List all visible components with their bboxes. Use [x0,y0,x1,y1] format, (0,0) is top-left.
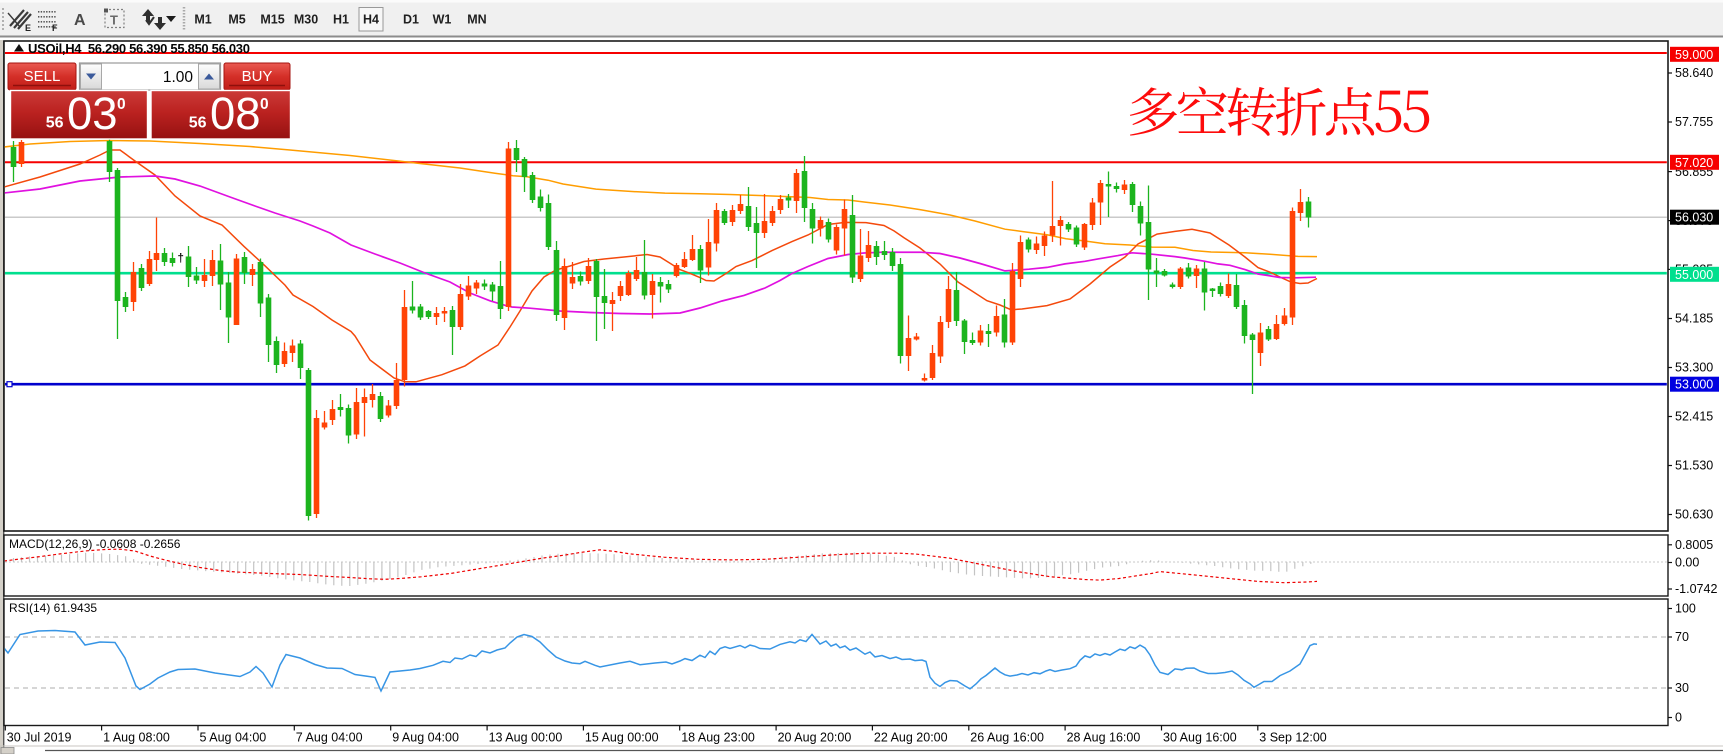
svg-text:RSI(14) 61.9435: RSI(14) 61.9435 [9,601,97,615]
svg-text:0.8005: 0.8005 [1675,538,1713,552]
svg-text:9 Aug 04:00: 9 Aug 04:00 [392,731,459,745]
svg-text:MN: MN [467,13,486,27]
svg-text:M5: M5 [228,13,245,27]
svg-text:-1.0742: -1.0742 [1675,582,1717,596]
svg-text:3 Sep 12:00: 3 Sep 12:00 [1259,731,1326,745]
svg-text:15 Aug 00:00: 15 Aug 00:00 [585,731,659,745]
svg-text:SELL: SELL [24,68,61,85]
svg-text:57.020: 57.020 [1675,156,1713,170]
svg-text:03: 03 [67,88,118,139]
svg-text:1.00: 1.00 [163,69,194,86]
svg-text:BUY: BUY [242,68,273,85]
svg-text:E: E [25,23,31,33]
svg-text:1 Aug 08:00: 1 Aug 08:00 [103,731,170,745]
svg-text:0.00: 0.00 [1675,556,1699,570]
svg-text:30 Jul 2019: 30 Jul 2019 [7,731,72,745]
svg-text:08: 08 [210,88,261,139]
svg-text:56: 56 [46,115,64,132]
svg-text:26 Aug 16:00: 26 Aug 16:00 [970,731,1044,745]
svg-text:54.185: 54.185 [1675,312,1713,326]
svg-text:W1: W1 [433,13,452,27]
svg-text:56: 56 [189,115,207,132]
svg-text:0: 0 [1675,711,1682,725]
svg-text:†: † [178,253,184,265]
svg-text:52.415: 52.415 [1675,410,1713,424]
svg-text:0: 0 [117,96,126,113]
svg-text:5 Aug 04:00: 5 Aug 04:00 [200,731,267,745]
svg-text:0: 0 [260,96,269,113]
svg-text:58.640: 58.640 [1675,66,1713,80]
svg-text:51.530: 51.530 [1675,459,1713,473]
svg-text:28 Aug 16:00: 28 Aug 16:00 [1067,731,1141,745]
svg-text:M15: M15 [260,13,284,27]
svg-text:100: 100 [1675,602,1696,616]
svg-text:30 Aug 16:00: 30 Aug 16:00 [1163,731,1237,745]
svg-text:53.000: 53.000 [1675,378,1713,392]
svg-text:53.300: 53.300 [1675,361,1713,375]
svg-text:M1: M1 [194,13,211,27]
svg-text:57.755: 57.755 [1675,115,1713,129]
svg-text:D1: D1 [403,13,419,27]
svg-text:18 Aug 23:00: 18 Aug 23:00 [681,731,755,745]
svg-text:7 Aug 04:00: 7 Aug 04:00 [296,731,363,745]
svg-text:30: 30 [1675,681,1689,695]
svg-text:MACD(12,26,9) -0.0608 -0.2656: MACD(12,26,9) -0.0608 -0.2656 [9,537,181,551]
svg-text:A: A [74,12,86,29]
svg-text:H4: H4 [363,13,379,27]
svg-text:22 Aug 20:00: 22 Aug 20:00 [874,731,948,745]
svg-text:70: 70 [1675,630,1689,644]
svg-text:F: F [52,23,58,33]
svg-text:13 Aug 00:00: 13 Aug 00:00 [489,731,563,745]
svg-text:H1: H1 [333,13,349,27]
svg-text:USOil,H4 56.290 56.390 55.850: USOil,H4 56.290 56.390 55.850 56.030 [28,41,250,56]
svg-text:55.000: 55.000 [1675,268,1713,282]
svg-text:50.630: 50.630 [1675,508,1713,522]
svg-text:56.030: 56.030 [1675,211,1713,225]
svg-text:59.000: 59.000 [1675,48,1713,62]
svg-text:T: T [110,13,118,28]
svg-text:M30: M30 [294,13,318,27]
svg-text:20 Aug 20:00: 20 Aug 20:00 [778,731,852,745]
